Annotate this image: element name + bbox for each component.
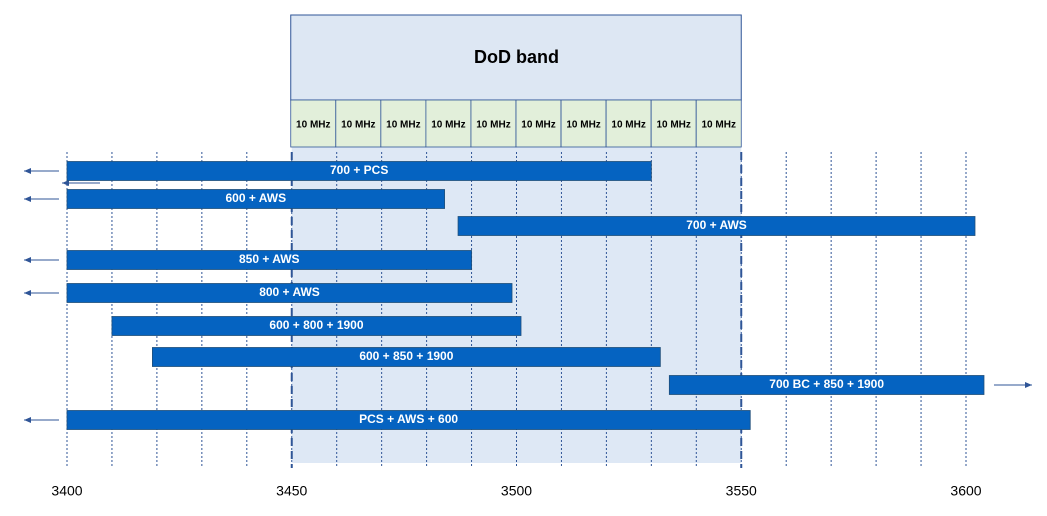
bar (66, 189, 445, 209)
band-cell (425, 99, 472, 148)
band-cell (695, 99, 742, 148)
band-cell-label: 10 MHz (386, 120, 420, 131)
bar-label: 700 + PCS (330, 163, 388, 177)
band-cell-label: 10 MHz (431, 120, 465, 131)
bar (66, 410, 751, 430)
band-cell (335, 99, 382, 148)
bar (66, 161, 652, 181)
bar-label: 600 + 800 + 1900 (269, 318, 363, 332)
band-title: DoD band (474, 47, 559, 67)
band-cell-label: 10 MHz (341, 120, 375, 131)
band-cell-label: 10 MHz (656, 120, 690, 131)
bar-label: 600 + AWS (225, 191, 286, 205)
band-cell-label: 10 MHz (296, 120, 330, 131)
band-cell (380, 99, 427, 148)
band-cell-label: 10 MHz (476, 120, 510, 131)
band-cell-label: 10 MHz (566, 120, 600, 131)
bar (457, 216, 976, 236)
bar (668, 375, 985, 395)
bar (66, 250, 472, 270)
band-cell-label: 10 MHz (611, 120, 645, 131)
bar-label: 700 + AWS (686, 218, 747, 232)
bar (152, 347, 661, 367)
band-cell (650, 99, 697, 148)
bar-label: 700 BC + 850 + 1900 (769, 377, 884, 391)
band-cell (290, 99, 337, 148)
bar (111, 316, 522, 336)
band-header (290, 14, 742, 101)
bar-label: PCS + AWS + 600 (359, 412, 458, 426)
x-tick-label: 3550 (726, 483, 757, 499)
band-cell (470, 99, 517, 148)
x-tick-label: 3600 (950, 483, 981, 499)
band-cell-label: 10 MHz (701, 120, 735, 131)
band-cell (605, 99, 652, 148)
bar (66, 283, 513, 303)
bar-label: 800 + AWS (259, 285, 320, 299)
x-tick-label: 3500 (501, 483, 532, 499)
x-tick-label: 3450 (276, 483, 307, 499)
band-cell-label: 10 MHz (521, 120, 555, 131)
bar-label: 850 + AWS (239, 252, 300, 266)
x-tick-label: 3400 (51, 483, 82, 499)
bar-label: 600 + 850 + 1900 (359, 349, 453, 363)
